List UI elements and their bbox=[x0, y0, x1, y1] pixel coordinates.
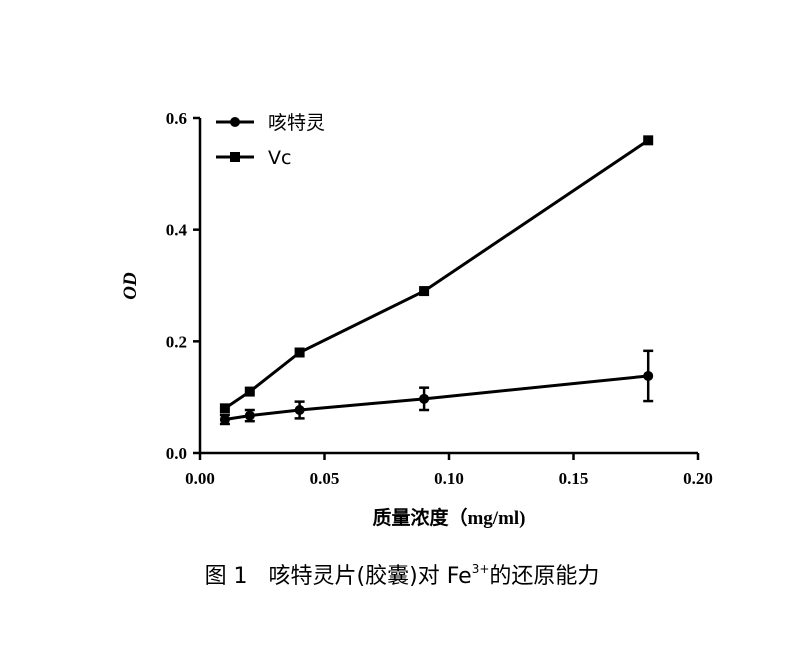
y-tick-label: 0.6 bbox=[166, 109, 187, 128]
legend-label: Vc bbox=[268, 147, 291, 169]
series-0 bbox=[219, 349, 654, 426]
data-point bbox=[294, 405, 305, 416]
y-axis-label: OD bbox=[120, 272, 141, 300]
x-tick-label: 0.00 bbox=[185, 469, 215, 488]
chart: 0.0 0.2 0.4 0.6 0.00 0.05 0.10 0.15 0.20 咳特灵 Vc O… bbox=[120, 109, 713, 529]
data-point bbox=[419, 286, 430, 297]
data-point bbox=[294, 347, 305, 358]
caption-superscript: 3+ bbox=[471, 562, 490, 576]
x-tick-label: 0.05 bbox=[310, 469, 340, 488]
series-line bbox=[224, 374, 649, 421]
series-layer bbox=[219, 135, 654, 426]
y-tick-label: 0.4 bbox=[166, 221, 188, 240]
data-point bbox=[244, 410, 255, 421]
legend-label: 咳特灵 bbox=[268, 112, 325, 134]
data-point bbox=[244, 386, 255, 397]
data-point bbox=[219, 403, 230, 414]
legend-marker bbox=[230, 117, 240, 127]
series-line bbox=[224, 139, 650, 410]
x-tick-label: 0.15 bbox=[559, 469, 589, 488]
data-point bbox=[643, 135, 654, 146]
legend: 咳特灵 Vc bbox=[216, 112, 325, 169]
y-tick-label: 0.2 bbox=[166, 332, 187, 351]
y-tick-label: 0.0 bbox=[166, 444, 187, 463]
x-tick-label: 0.20 bbox=[683, 469, 713, 488]
series-1 bbox=[219, 135, 654, 414]
figure-caption: 图 1 咳特灵片(胶囊)对 Fe3+的还原能力 bbox=[0, 558, 804, 590]
data-point bbox=[219, 414, 230, 425]
legend-marker bbox=[230, 152, 240, 162]
x-tick-label: 0.10 bbox=[434, 469, 464, 488]
axes: 0.0 0.2 0.4 0.6 0.00 0.05 0.10 0.15 0.20 bbox=[166, 109, 713, 488]
data-point bbox=[419, 393, 430, 404]
caption-text: 咳特灵片(胶囊)对 Fe bbox=[268, 564, 472, 589]
data-point bbox=[643, 370, 654, 381]
caption-text-end: 的还原能力 bbox=[489, 564, 600, 589]
x-axis-label: 质量浓度（mg/ml) bbox=[372, 506, 525, 529]
figure-number: 图 1 bbox=[204, 564, 248, 589]
